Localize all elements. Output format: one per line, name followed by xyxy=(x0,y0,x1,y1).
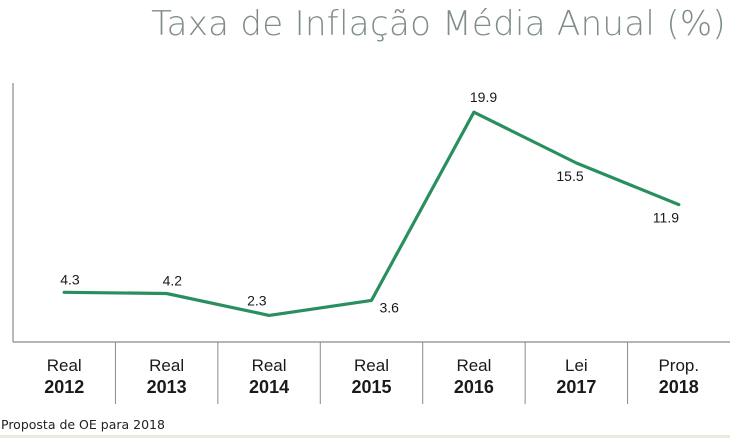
data-label: 19.9 xyxy=(470,89,497,105)
x-tick-label-type: Real xyxy=(252,356,287,375)
data-label: 4.2 xyxy=(163,273,183,289)
footnote: Proposta de OE para 2018 xyxy=(1,417,165,432)
axes xyxy=(12,83,730,343)
x-tick-label-type: Real xyxy=(149,356,184,375)
x-tick-label-year: 2012 xyxy=(44,377,84,397)
data-label: 2.3 xyxy=(247,292,267,308)
x-tick-label-type: Real xyxy=(47,356,82,375)
x-tick-label-type: Real xyxy=(354,356,389,375)
series-line xyxy=(62,110,681,317)
data-label: 15.5 xyxy=(556,168,583,184)
x-tick-labels: Real 2012 Real 2013 Real 2014 Real 2015 Real 2016… xyxy=(44,356,699,397)
x-tick-label-year: 2014 xyxy=(249,377,289,397)
x-tick-label-type: Real xyxy=(456,356,491,375)
data-label: 4.3 xyxy=(60,271,80,287)
x-tick-label-year: 2016 xyxy=(454,377,494,397)
data-label: 11.9 xyxy=(653,210,679,226)
x-tick-label-type: Prop. xyxy=(658,356,699,375)
x-tick-label-type: Lei xyxy=(565,356,588,375)
data-label: 3.6 xyxy=(380,299,400,315)
chart-title: Taxa de Inflação Média Anual (%) xyxy=(151,4,726,44)
bottom-rule xyxy=(0,435,730,438)
data-labels: 4.3 4.2 2.3 3.6 19.9 15.5 11.9 xyxy=(60,89,679,315)
category-separators xyxy=(114,342,629,404)
x-tick-label-year: 2013 xyxy=(147,377,187,397)
x-tick-label-year: 2017 xyxy=(556,377,596,397)
x-tick-label-year: 2018 xyxy=(659,377,699,397)
x-tick-label-year: 2015 xyxy=(351,377,391,397)
